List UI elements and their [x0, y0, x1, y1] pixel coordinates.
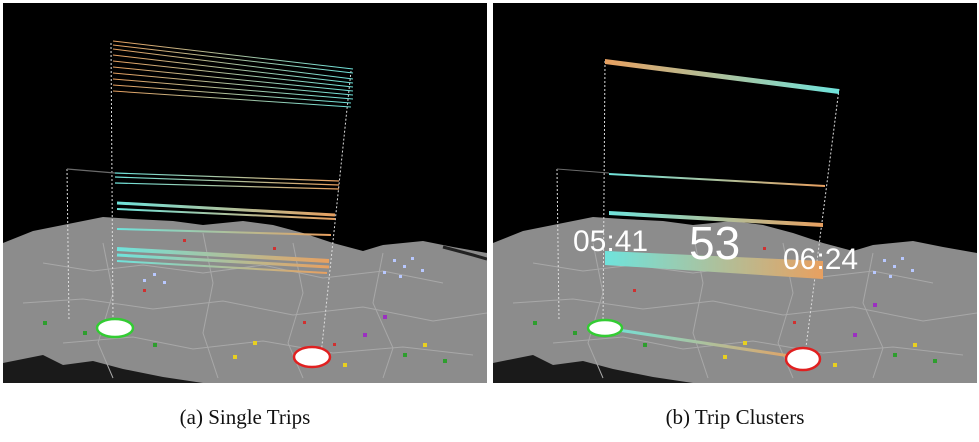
end-time-label: 06:24: [783, 243, 858, 276]
caption-single-trips: (a) Single Trips: [179, 405, 311, 429]
origin-marker: [586, 318, 624, 338]
stop-markers: [43, 239, 447, 367]
destination-marker: [292, 345, 332, 369]
origin-marker: [95, 317, 135, 339]
start-time-label: 05:41: [573, 225, 648, 258]
cluster-bands: [556, 59, 839, 227]
trip-clusters-view[interactable]: 05:41 53 06:24: [493, 3, 977, 383]
ground-flow: [604, 326, 804, 360]
single-trips-panel[interactable]: [3, 3, 487, 383]
single-trips-view[interactable]: [3, 3, 487, 383]
trip-clusters-panel[interactable]: 05:41 53 06:24: [493, 3, 977, 383]
map-coast: [3, 355, 203, 383]
trip-count-label: 53: [689, 217, 740, 269]
selected-cluster-band: [605, 251, 823, 279]
destination-marker: [784, 346, 822, 372]
caption-trip-clusters: (b) Trip Clusters: [665, 405, 805, 429]
map-land: [3, 217, 487, 383]
poi-cluster: [143, 257, 424, 284]
trip-lines-middle: [66, 168, 340, 274]
map-districts: [22, 232, 487, 379]
trip-lines-upper: [112, 40, 354, 108]
